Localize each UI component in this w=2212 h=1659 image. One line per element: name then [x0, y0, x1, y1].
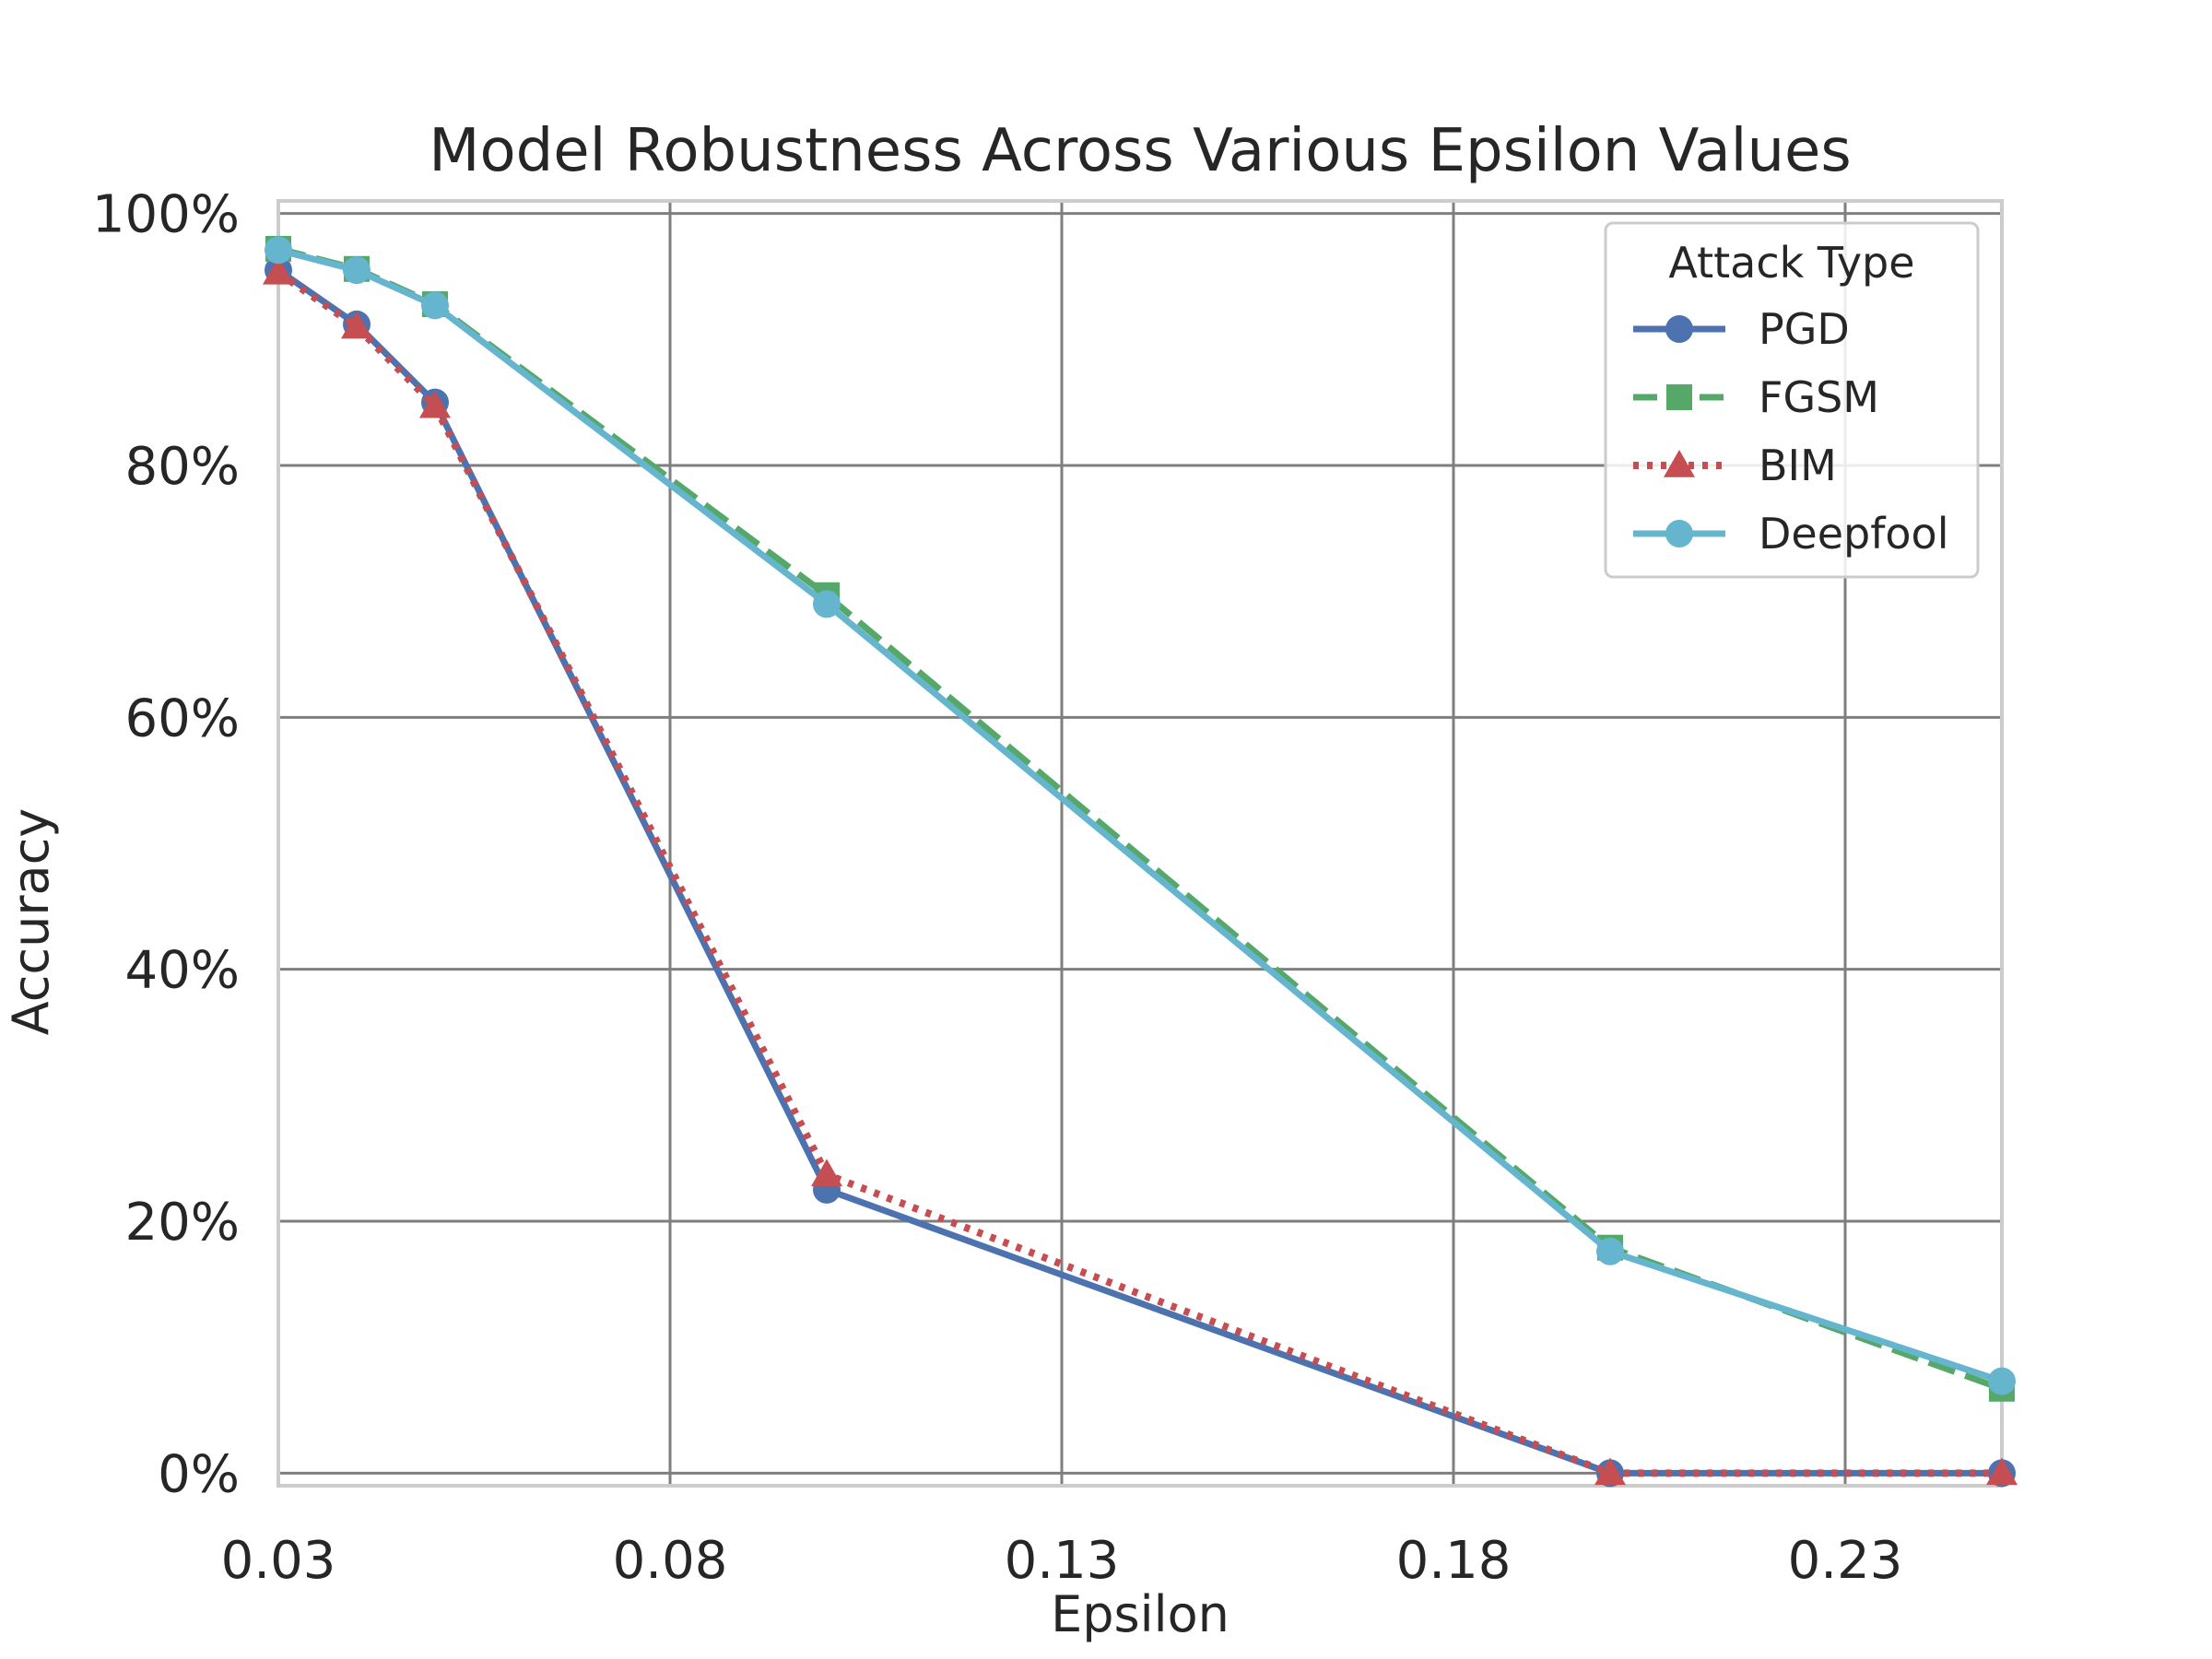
legend-box — [1604, 221, 1980, 579]
legend-label-bim: BIM — [1759, 441, 1837, 490]
y-tick-label: 40% — [125, 941, 240, 1001]
data-point-bim — [341, 311, 372, 339]
series-line-pgd — [276, 267, 2002, 1477]
data-point-deepfool — [343, 256, 371, 285]
chart-title: Model Robustness Across Various Epsilon … — [429, 117, 1851, 185]
legend-entry-bim: BIM — [1633, 441, 1837, 490]
x-tick-label: 0.03 — [221, 1531, 336, 1591]
legend-label-fgsm: FGSM — [1759, 372, 1879, 422]
data-point-deepfool — [421, 291, 449, 320]
data-point-bim — [1594, 1457, 1626, 1486]
x-axis-label: Epsilon — [1051, 1585, 1230, 1643]
legend: Attack Type PGD FGSM BIM Deepfool — [1604, 221, 1980, 579]
x-tick-label: 0.13 — [1005, 1531, 1120, 1591]
legend-marker-pgd — [1665, 315, 1693, 343]
legend-entries: PGD FGSM BIM Deepfool — [1633, 304, 1948, 559]
plot-area-frame — [276, 199, 2004, 1488]
y-tick-label: 100% — [92, 185, 240, 245]
legend-entry-deepfool: Deepfool — [1633, 509, 1948, 559]
legend-label-deepfool: Deepfool — [1759, 509, 1948, 559]
data-point-bim — [1986, 1457, 2018, 1486]
tick-labels: 0.03 0.08 0.13 0.18 0.23 0% 20% 40% 60% 80% 100% — [92, 185, 1902, 1591]
data-point-deepfool — [265, 236, 292, 265]
y-axis-label: Accuracy — [2, 808, 60, 1036]
legend-marker-fgsm — [1666, 384, 1692, 410]
legend-label-pgd: PGD — [1759, 304, 1850, 354]
data-point-bim — [811, 1159, 842, 1187]
y-tick-label: 60% — [125, 688, 240, 748]
series-line-bim — [276, 269, 2002, 1477]
series-deepfool — [265, 236, 2016, 1395]
x-tick-label: 0.23 — [1788, 1531, 1903, 1591]
legend-marker-bim — [1664, 450, 1695, 477]
x-tick-label: 0.08 — [613, 1531, 728, 1591]
y-tick-label: 0% — [158, 1444, 240, 1504]
data-point-bim — [419, 390, 451, 418]
legend-entry-fgsm: FGSM — [1633, 372, 1879, 422]
data-point-deepfool — [1988, 1367, 2016, 1395]
x-tick-label: 0.18 — [1396, 1531, 1512, 1591]
series-layer — [263, 235, 2018, 1488]
y-tick-label: 20% — [125, 1193, 240, 1253]
legend-title: Attack Type — [1668, 238, 1914, 288]
legend-marker-deepfool — [1665, 520, 1693, 547]
data-point-bim — [263, 256, 294, 285]
data-point-deepfool — [813, 590, 841, 618]
y-tick-label: 80% — [125, 437, 240, 497]
series-bim — [263, 256, 2018, 1486]
legend-entry-pgd: PGD — [1633, 304, 1850, 354]
data-point-deepfool — [1596, 1237, 1624, 1265]
